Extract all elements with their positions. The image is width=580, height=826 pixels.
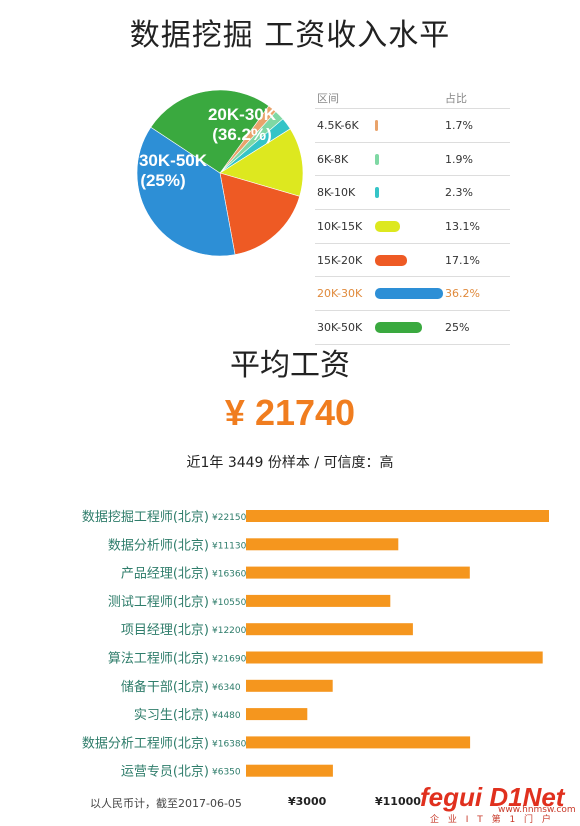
share-percent: 2.3% — [445, 186, 473, 200]
table-header: 区间 占比 — [315, 86, 510, 109]
salary-distribution-table: 区间 占比 4.5K-6K 1.7% 6K-8K 1.9% 8K-10K 2.3% 10K-… — [315, 86, 510, 345]
col-pct-header: 占比 — [445, 92, 467, 105]
table-row: 30K-50K 25% — [315, 311, 510, 345]
table-row: 10K-15K 13.1% — [315, 210, 510, 244]
job-label: 储备干部(北京) — [121, 679, 209, 695]
job-label: 数据分析工程师(北京) — [82, 736, 209, 751]
page-title: 数据挖掘 工资收入水平 — [129, 18, 451, 53]
share-bar — [375, 254, 408, 266]
share-bar — [375, 288, 443, 300]
salary-bar — [246, 594, 391, 607]
share-percent: 1.7% — [445, 119, 473, 132]
salary-bar — [246, 764, 333, 777]
sample-info: 近1年 3449 份样本 / 可信度：高 — [186, 455, 394, 471]
average-salary-title: 平均工资 — [230, 348, 350, 383]
salary-pie-chart: 20K-30K (36.2%) 30K-50K (25%) — [136, 89, 304, 257]
job-salary-label: ¥12200 — [212, 626, 247, 636]
x-tick-label: ¥11000 — [375, 795, 421, 808]
salary-bar — [246, 566, 470, 579]
salary-bar — [246, 651, 543, 664]
range-label: 6K-8K — [317, 152, 349, 166]
pie-slice-30k-50k — [150, 89, 270, 174]
share-percent: 17.1% — [445, 253, 480, 267]
watermark-tagline: 企 业 I T 第 1 门 户 — [430, 815, 554, 825]
job-salary-label: ¥10550 — [212, 598, 247, 608]
pie-slice-20k-30k — [136, 126, 236, 257]
share-bar — [375, 221, 400, 233]
share-bar — [375, 120, 379, 131]
pie-slice-10k-15k — [219, 128, 304, 197]
job-salary-label: ¥21690 — [212, 655, 247, 665]
table-row: 6K-8K 1.9% — [315, 143, 510, 177]
job-label: 数据分析师(北京) — [108, 538, 209, 553]
share-percent: 13.1% — [445, 220, 480, 234]
share-bar — [375, 187, 380, 199]
table-row: 15K-20K 17.1% — [315, 244, 510, 278]
job-label: 算法工程师(北京) — [108, 652, 209, 667]
job-label: 实习生(北京) — [134, 708, 209, 723]
job-label: 运营专员(北京) — [121, 765, 209, 780]
job-salary-label: ¥6340 — [212, 683, 241, 693]
range-label: 10K-15K — [317, 220, 363, 234]
pie-label-20k-30k-range: 20K-30K — [208, 105, 277, 124]
range-label: 20K-30K — [317, 287, 363, 301]
job-salary-label: ¥22150 — [212, 513, 247, 523]
watermark-url: www.hnmsw.com — [498, 805, 576, 815]
col-range-header: 区间 — [317, 92, 339, 105]
pie-label-30k-50k-pct: (25%) — [140, 171, 185, 190]
salary-bar — [246, 736, 471, 749]
salary-bar — [246, 679, 333, 692]
job-salary-label: ¥16380 — [212, 739, 247, 749]
job-label: 项目经理(北京) — [121, 623, 209, 638]
pie-label-20k-30k-pct: (36.2%) — [212, 125, 272, 144]
job-label: 数据挖掘工程师(北京) — [82, 510, 209, 525]
job-salary-label: ¥11130 — [212, 541, 247, 551]
salary-bar — [246, 708, 308, 721]
job-salary-label: ¥16360 — [212, 570, 247, 580]
salary-bar — [246, 510, 549, 522]
job-label: 产品经理(北京) — [121, 567, 209, 582]
range-label: 4.5K-6K — [317, 119, 359, 132]
share-percent: 25% — [445, 321, 470, 335]
range-label: 8K-10K — [317, 186, 356, 200]
table-row: 20K-30K 36.2% — [315, 277, 510, 312]
share-percent: 1.9% — [445, 152, 473, 166]
currency-footnote: 以人民币计，截至2017-06-05 — [90, 797, 242, 810]
salary-bar — [246, 538, 399, 551]
pie-label-30k-50k-range: 30K-50K — [139, 151, 208, 170]
job-salary-label: ¥4480 — [212, 711, 241, 721]
range-label: 15K-20K — [317, 253, 363, 267]
pie-slice-15k-20k — [219, 172, 301, 255]
average-salary-value: ¥ 21740 — [224, 392, 356, 433]
share-percent: 36.2% — [445, 287, 480, 301]
job-salary-label: ¥6350 — [212, 768, 241, 778]
watermark-logo: fegui D1Net — [420, 782, 565, 812]
job-label: 测试工程师(北京) — [108, 595, 209, 610]
job-salary-bar-chart: 数据挖掘工程师(北京) ¥22150 数据分析师(北京) ¥11130 产品经理(北京)… — [82, 510, 549, 780]
share-bar — [375, 322, 422, 334]
table-row: 4.5K-6K 1.7% — [315, 109, 510, 143]
table-row: 8K-10K 2.3% — [315, 176, 510, 211]
range-label: 30K-50K — [317, 321, 363, 335]
x-tick-label: ¥3000 — [288, 795, 327, 808]
share-bar — [375, 153, 379, 165]
salary-bar — [246, 623, 413, 636]
